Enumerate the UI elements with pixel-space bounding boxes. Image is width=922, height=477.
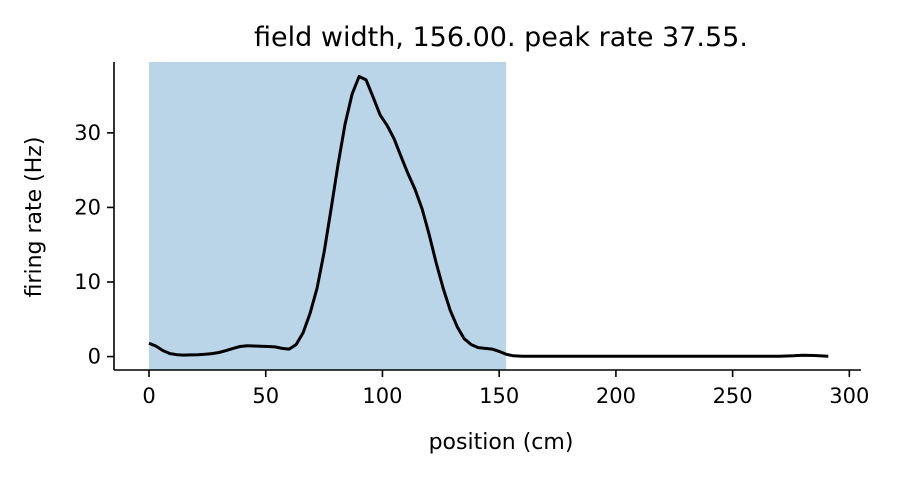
field-span — [149, 62, 507, 370]
x-tick-label: 300 — [829, 384, 869, 408]
x-ticks: 0 50 100 150 200 250 300 — [142, 370, 869, 408]
chart-title: field width, 156.00. peak rate 37.55. — [254, 22, 748, 53]
x-tick-label: 0 — [142, 384, 155, 408]
x-tick-label: 50 — [252, 384, 279, 408]
y-ticks: 0 10 20 30 — [74, 121, 114, 369]
y-axis-label: firing rate (Hz) — [22, 137, 47, 298]
x-tick-label: 250 — [713, 384, 753, 408]
y-tick-label: 0 — [88, 345, 101, 369]
x-tick-label: 150 — [479, 384, 519, 408]
y-tick-label: 20 — [74, 195, 101, 219]
rate-series-line — [148, 75, 829, 358]
y-tick-label: 30 — [74, 121, 101, 145]
x-tick-label: 200 — [596, 384, 636, 408]
x-tick-label: 100 — [362, 384, 402, 408]
y-tick-label: 10 — [74, 270, 101, 294]
plot-area — [148, 62, 829, 370]
x-axis-label: position (cm) — [429, 430, 574, 455]
